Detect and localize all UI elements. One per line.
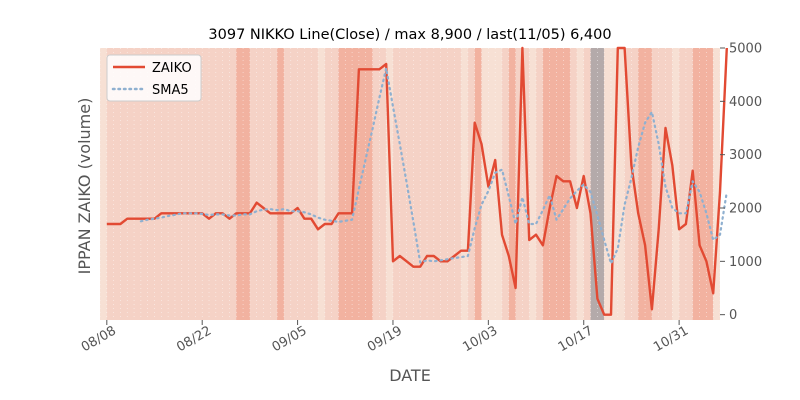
- y-tick-label: 5000: [729, 42, 762, 57]
- background-band: [713, 48, 720, 320]
- background-band: [672, 48, 680, 320]
- x-tick-label: 10/03: [460, 323, 500, 355]
- background-band: [576, 48, 584, 320]
- background-band: [338, 48, 373, 320]
- series-line-zaiko: [106, 46, 728, 316]
- background-band: [461, 48, 468, 320]
- plot-area: 0 1000 2000 3000 4000 5000 08/08 08/22 09/05 09/1…: [79, 42, 762, 356]
- x-tick-label: 09/19: [365, 323, 405, 355]
- x-tick-label: 08/08: [79, 323, 119, 355]
- background-band: [100, 48, 107, 320]
- y-tick-label: 4000: [729, 95, 762, 110]
- legend: ZAIKO SMA5: [106, 54, 202, 102]
- background-band: [277, 48, 284, 320]
- y-tick-label: 1000: [729, 255, 762, 270]
- legend-label-zaiko: ZAIKO: [152, 61, 192, 76]
- x-axis-label: DATE: [389, 366, 431, 385]
- background-band: [692, 48, 714, 320]
- background-band: [318, 48, 325, 320]
- y-tick-label: 2000: [729, 202, 762, 217]
- y-axis-label: IPPAN ZAIKO (volume): [75, 98, 94, 275]
- background-band: [508, 48, 516, 320]
- x-tick-label: 08/22: [174, 323, 214, 355]
- data-point-sma5: [726, 192, 727, 193]
- series-line-sma5: [139, 67, 728, 265]
- x-tick-label: 09/05: [270, 323, 310, 355]
- legend-label-sma5: SMA5: [152, 83, 189, 98]
- y-tick-label: 0: [729, 308, 737, 323]
- x-tick-label: 10/31: [651, 323, 691, 355]
- background-band: [474, 48, 482, 320]
- y-tick-label: 3000: [729, 148, 762, 163]
- x-tick-label: 10/17: [556, 323, 596, 355]
- chart-title: 3097 NIKKO Line(Close) / max 8,900 / las…: [208, 27, 611, 43]
- background-band: [529, 48, 537, 320]
